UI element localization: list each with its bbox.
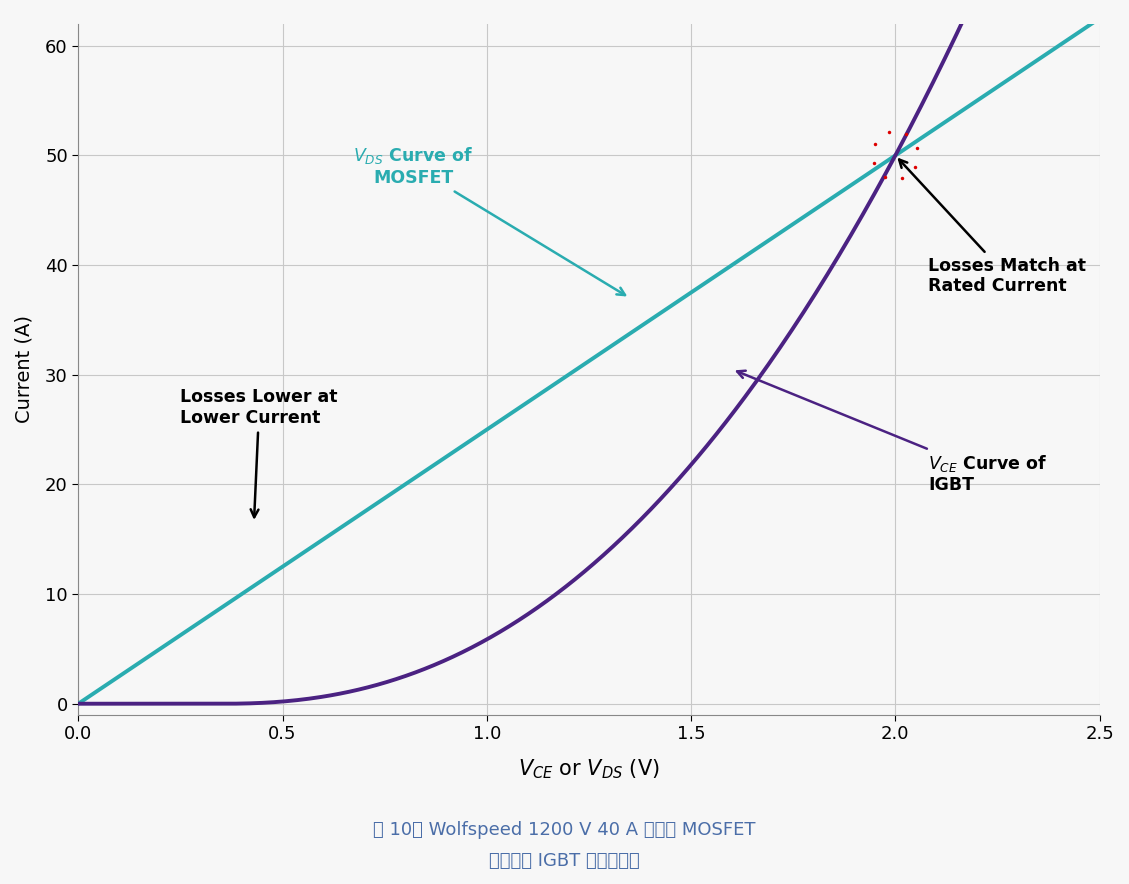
Text: Losses Match at
Rated Current: Losses Match at Rated Current bbox=[899, 159, 1086, 295]
Text: 图 10： Wolfspeed 1200 V 40 A 碳化硅 MOSFET: 图 10： Wolfspeed 1200 V 40 A 碳化硅 MOSFET bbox=[374, 821, 755, 840]
Text: 与同类别 IGBT 的导通损耗: 与同类别 IGBT 的导通损耗 bbox=[489, 852, 640, 871]
X-axis label: $\mathit{V}_{CE}$ or $\mathit{V}_{DS}$ (V): $\mathit{V}_{CE}$ or $\mathit{V}_{DS}$ (… bbox=[518, 757, 659, 781]
Text: $\mathit{V}_{CE}$ Curve of
IGBT: $\mathit{V}_{CE}$ Curve of IGBT bbox=[737, 370, 1048, 494]
Text: $\mathit{V}_{DS}$ Curve of
MOSFET: $\mathit{V}_{DS}$ Curve of MOSFET bbox=[353, 146, 625, 295]
Text: Losses Lower at
Lower Current: Losses Lower at Lower Current bbox=[181, 388, 338, 517]
Y-axis label: Current (A): Current (A) bbox=[15, 316, 34, 423]
